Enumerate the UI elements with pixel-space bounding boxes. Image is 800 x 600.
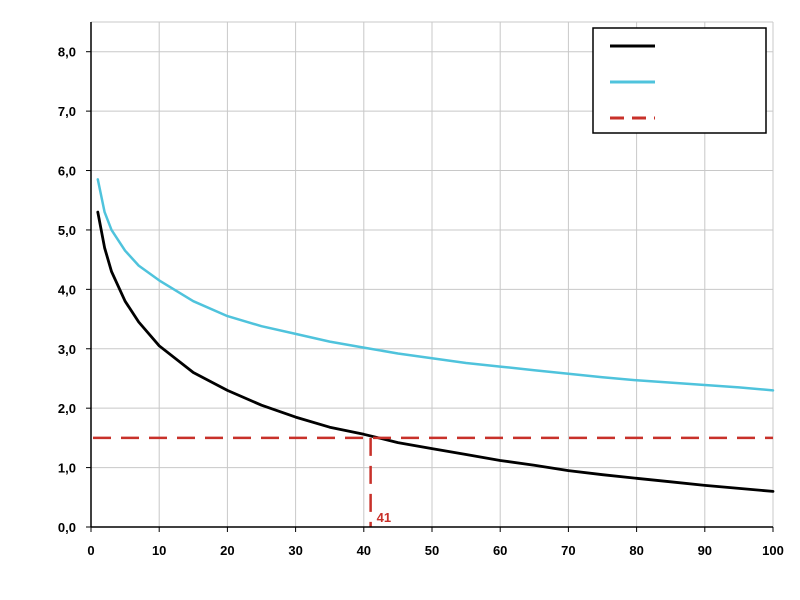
x-tick-label: 70 <box>561 543 575 558</box>
x-tick-label: 90 <box>698 543 712 558</box>
tick-labels: 0 10 20 30 40 50 60 70 80 90 100 0,0 1,0 2,0 3,0 4,0 5,0… <box>58 45 784 558</box>
axes <box>86 22 774 532</box>
y-tick-label: 0,0 <box>58 520 76 535</box>
y-tick-label: 1,0 <box>58 461 76 476</box>
y-tick-label: 7,0 <box>58 104 76 119</box>
x-tick-label: 30 <box>288 543 302 558</box>
x-tick-label: 0 <box>87 543 94 558</box>
series-cyan-line <box>96 178 775 392</box>
reference-x-label: 41 <box>377 510 391 525</box>
y-tick-label: 6,0 <box>58 164 76 179</box>
gridlines <box>91 21 774 527</box>
series-black-line <box>96 210 775 493</box>
legend <box>592 27 767 134</box>
x-tick-label: 20 <box>220 543 234 558</box>
y-tick-label: 3,0 <box>58 342 76 357</box>
x-tick-label: 100 <box>762 543 784 558</box>
y-tick-label: 8,0 <box>58 45 76 60</box>
x-tick-label: 50 <box>425 543 439 558</box>
series-layer <box>96 178 775 493</box>
reference-layer: 41 <box>93 436 773 527</box>
y-tick-label: 5,0 <box>58 223 76 238</box>
x-tick-label: 40 <box>357 543 371 558</box>
y-tick-label: 4,0 <box>58 282 76 297</box>
y-tick-label: 2,0 <box>58 401 76 416</box>
x-tick-label: 60 <box>493 543 507 558</box>
x-tick-label: 10 <box>152 543 166 558</box>
x-tick-label: 80 <box>629 543 643 558</box>
